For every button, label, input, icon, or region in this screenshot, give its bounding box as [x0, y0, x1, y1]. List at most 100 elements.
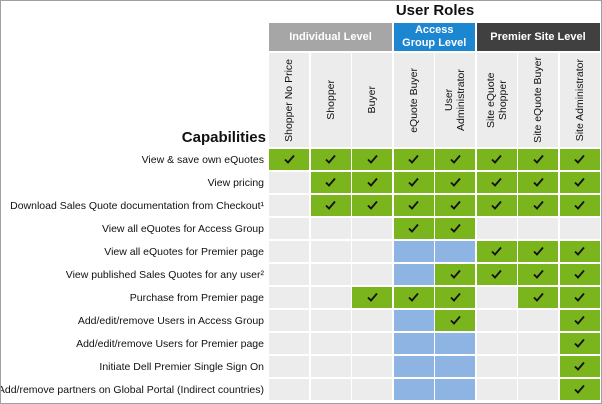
checked-cell	[435, 172, 475, 193]
checked-cell	[393, 195, 434, 216]
checked-cell	[518, 264, 558, 285]
column-header: Buyer	[352, 53, 392, 147]
check-mark	[491, 154, 502, 164]
group-header: Access Group Level	[393, 23, 475, 51]
checked-cell	[559, 241, 600, 262]
check-mark	[366, 177, 378, 187]
row-label: View published Sales Quotes for any user…	[65, 268, 264, 281]
checked-cell	[393, 149, 434, 170]
check-mark	[574, 246, 585, 256]
empty-cell	[352, 379, 392, 400]
check-mark	[532, 200, 544, 210]
empty-cell	[559, 218, 600, 239]
empty-cell	[269, 195, 309, 216]
column-header: Shopper	[310, 53, 351, 147]
empty-cell	[435, 333, 475, 354]
empty-cell	[393, 333, 434, 354]
column-label: Site eQuote Buyer	[532, 57, 544, 143]
check-mark	[574, 269, 585, 279]
row-label: View & save own eQuotes	[141, 153, 264, 166]
empty-cell	[310, 287, 351, 308]
check-mark	[491, 177, 502, 187]
check-mark	[532, 154, 544, 164]
checked-cell	[559, 264, 600, 285]
empty-cell	[476, 310, 517, 331]
check-mark	[532, 269, 544, 279]
empty-cell	[393, 241, 434, 262]
empty-cell	[269, 172, 309, 193]
row-label: Download Sales Quote documentation from …	[10, 199, 264, 212]
column-label: User Administrator	[443, 69, 467, 131]
checked-cell	[559, 310, 600, 331]
checked-cell	[435, 149, 475, 170]
column-header: Site eQuote Shopper	[476, 53, 517, 147]
check-mark	[574, 200, 585, 210]
empty-cell	[269, 287, 309, 308]
empty-cell	[310, 333, 351, 354]
checked-cell	[518, 195, 558, 216]
check-mark	[449, 200, 461, 210]
check-mark	[366, 200, 378, 210]
check-mark	[532, 292, 544, 302]
row-label: Initiate Dell Premier Single Sign On	[99, 360, 264, 373]
empty-cell	[310, 310, 351, 331]
check-mark	[574, 338, 585, 348]
checked-cell	[435, 218, 475, 239]
checked-cell	[352, 172, 392, 193]
checked-cell	[352, 287, 392, 308]
check-mark	[491, 200, 502, 210]
empty-cell	[518, 379, 558, 400]
check-mark	[325, 200, 336, 210]
check-mark	[532, 177, 544, 187]
empty-cell	[310, 264, 351, 285]
empty-cell	[352, 218, 392, 239]
checked-cell	[393, 172, 434, 193]
checked-cell	[310, 149, 351, 170]
checked-cell	[476, 149, 517, 170]
row-label: View all eQuotes for Access Group	[101, 222, 264, 235]
empty-cell	[269, 333, 309, 354]
empty-cell	[476, 287, 517, 308]
empty-cell	[269, 379, 309, 400]
checked-cell	[393, 218, 434, 239]
check-mark	[408, 177, 419, 187]
check-mark	[449, 154, 461, 164]
check-mark	[408, 223, 419, 233]
checked-cell	[476, 195, 517, 216]
check-mark	[574, 177, 585, 187]
check-mark	[366, 292, 378, 302]
checked-cell	[435, 287, 475, 308]
checked-cell	[559, 172, 600, 193]
empty-cell	[476, 218, 517, 239]
checked-cell	[518, 287, 558, 308]
check-mark	[532, 246, 544, 256]
empty-cell	[352, 310, 392, 331]
checked-cell	[393, 287, 434, 308]
checked-cell	[559, 195, 600, 216]
check-mark	[449, 223, 461, 233]
column-header: User Administrator	[435, 53, 475, 147]
column-label: Shopper No Price	[283, 58, 295, 142]
empty-cell	[269, 264, 309, 285]
check-mark	[574, 154, 585, 164]
checked-cell	[559, 333, 600, 354]
empty-cell	[310, 379, 351, 400]
column-header: eQuote Buyer	[393, 53, 434, 147]
empty-cell	[310, 241, 351, 262]
empty-cell	[518, 333, 558, 354]
empty-cell	[352, 356, 392, 377]
empty-cell	[435, 356, 475, 377]
check-mark	[449, 177, 461, 187]
row-label: Add/remove partners on Global Portal (In…	[0, 383, 264, 396]
checked-cell	[559, 149, 600, 170]
group-header: Premier Site Level	[476, 23, 600, 51]
empty-cell	[269, 218, 309, 239]
column-header: Shopper No Price	[269, 53, 309, 147]
empty-cell	[435, 241, 475, 262]
empty-cell	[269, 356, 309, 377]
column-header: Site Administrator	[559, 53, 600, 147]
checked-cell	[310, 195, 351, 216]
check-mark	[325, 177, 336, 187]
empty-cell	[393, 264, 434, 285]
